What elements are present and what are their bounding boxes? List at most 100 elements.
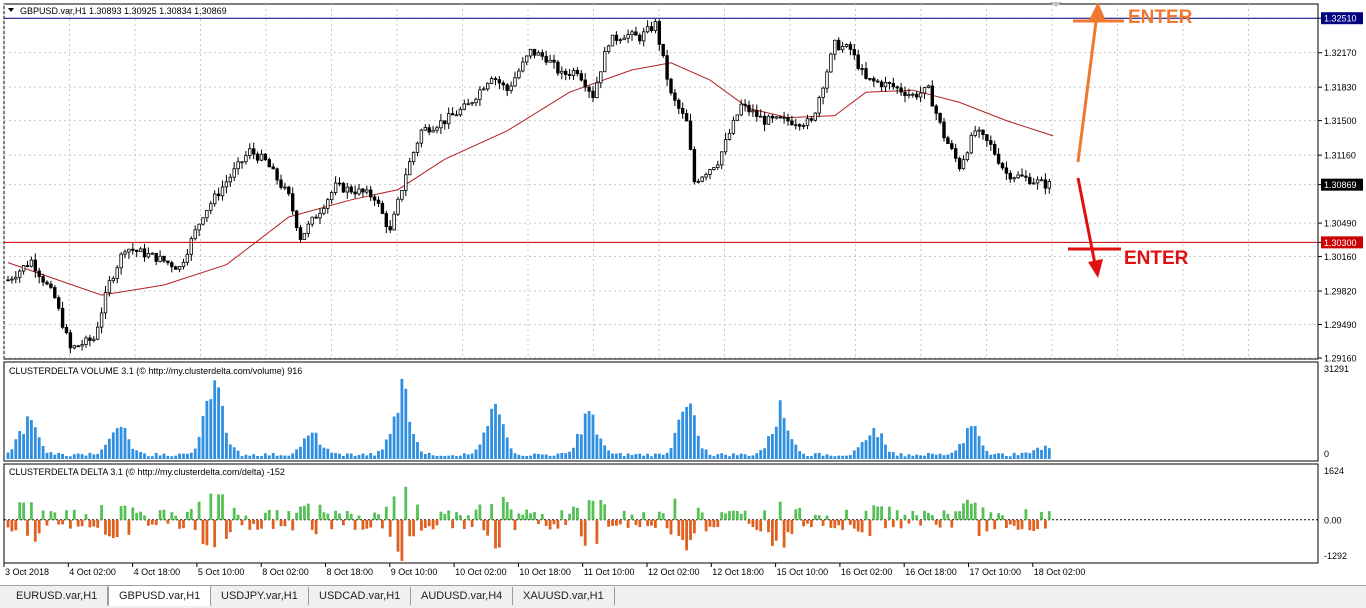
delta-bar: [14, 519, 18, 531]
volume-bar: [306, 435, 310, 459]
delta-bar: [997, 513, 1000, 520]
candle-body: [263, 153, 268, 160]
volume-bar: [334, 452, 337, 459]
delta-bar: [548, 519, 552, 530]
delta-bar: [821, 519, 825, 526]
price-tick-label: 1.32170: [1324, 48, 1357, 58]
candle-body: [653, 21, 658, 31]
delta-bar: [303, 505, 306, 520]
candle-body: [934, 105, 938, 114]
time-tick-label: 8 Oct 18:00: [327, 567, 374, 577]
candle-body: [1020, 174, 1024, 177]
candle-body: [957, 157, 962, 170]
volume-bar: [392, 416, 396, 459]
delta-bar: [287, 511, 291, 520]
candle-body: [509, 85, 513, 91]
volume-bar: [693, 415, 696, 459]
candle-body: [115, 267, 119, 279]
delta-bar: [420, 519, 423, 531]
delta-bar: [119, 506, 123, 520]
candle-body: [166, 260, 170, 264]
volume-bar: [587, 411, 591, 459]
delta-bar: [170, 512, 174, 520]
candle-body: [361, 188, 365, 193]
candle-body: [798, 124, 802, 127]
delta-bar: [69, 519, 72, 529]
tab-usdjpy-var-h1[interactable]: USDJPY.var,H1: [211, 587, 309, 605]
candle-body: [404, 174, 408, 191]
candle-body: [216, 193, 221, 197]
delta-bar: [1020, 519, 1024, 530]
volume-bar: [494, 403, 497, 459]
tab-audusd-var-h4[interactable]: AUDUSD.var,H4: [411, 587, 514, 605]
candle-body: [236, 161, 240, 170]
volume-bar: [665, 452, 669, 459]
volume-bar: [205, 400, 209, 459]
delta-bar: [618, 519, 622, 525]
delta-bar: [657, 511, 661, 520]
candle-body: [965, 152, 970, 161]
tab-xauusd-var-h1[interactable]: XAUUSD.var,H1: [513, 587, 615, 605]
candle-body: [423, 127, 427, 131]
volume-bar: [459, 455, 462, 459]
candle-body: [372, 196, 377, 201]
delta-bar: [482, 519, 486, 531]
volume-bar: [1044, 445, 1047, 459]
price-tick-label: 1.32510: [1324, 14, 1357, 24]
candle-body: [1028, 176, 1032, 185]
candle-body: [279, 179, 283, 188]
volume-bar: [501, 424, 505, 459]
volume-bar: [1020, 452, 1024, 459]
delta-bar: [225, 519, 228, 539]
volume-tick-label: 0: [1324, 449, 1329, 459]
price-tick-label: 1.30869: [1324, 180, 1357, 190]
delta-bar: [72, 509, 76, 520]
delta-bar: [930, 515, 934, 520]
delta-bar: [868, 519, 872, 537]
delta-bar: [981, 507, 985, 520]
delta-bar: [147, 519, 150, 526]
delta-bar: [661, 513, 665, 520]
volume-bar: [357, 454, 361, 459]
volume-bar: [119, 426, 123, 459]
volume-bar: [154, 452, 158, 459]
delta-bar: [852, 519, 856, 529]
chart-menu-icon[interactable]: [8, 8, 14, 12]
price-axis: 1.32510 1.32170 1.31830 1.31500 1.31160 1.308…: [1318, 12, 1363, 363]
volume-bar: [189, 452, 193, 459]
delta-bar: [342, 519, 345, 526]
candle-body: [380, 202, 385, 214]
volume-bar: [53, 454, 57, 459]
delta-bar: [872, 505, 876, 520]
volume-bar: [396, 412, 400, 459]
volume-bar: [696, 435, 700, 459]
delta-bar: [431, 519, 435, 530]
volume-bar: [92, 454, 96, 459]
candle-body: [318, 212, 322, 219]
volume-bar: [677, 419, 681, 459]
delta-bar: [267, 509, 271, 520]
candle-body: [634, 31, 638, 36]
shift-marker-icon[interactable]: [1050, 2, 1062, 7]
tab-gbpusd-var-h1[interactable]: GBPUSD.var,H1: [108, 586, 212, 606]
volume-bar: [338, 453, 341, 459]
candle-body: [419, 129, 424, 144]
tab-usdcad-var-h1[interactable]: USDCAD.var,H1: [309, 587, 412, 605]
volume-bar: [10, 449, 14, 459]
volume-bar: [147, 456, 150, 459]
candle-body: [595, 82, 599, 99]
volume-bar: [630, 455, 634, 459]
volume-bar: [841, 455, 844, 459]
tab-eurusd-var-h1[interactable]: EURUSD.var,H1: [6, 587, 109, 605]
candle-body: [692, 149, 697, 183]
volume-bar: [626, 453, 630, 459]
candle-body: [1035, 179, 1040, 184]
delta-bar: [275, 510, 279, 520]
volume-bar: [232, 447, 236, 459]
candle-body: [314, 216, 318, 219]
candle-body: [88, 337, 92, 341]
delta-bar: [205, 519, 209, 546]
volume-bar: [416, 441, 419, 459]
delta-bar: [919, 519, 922, 526]
candle-body: [985, 134, 989, 142]
